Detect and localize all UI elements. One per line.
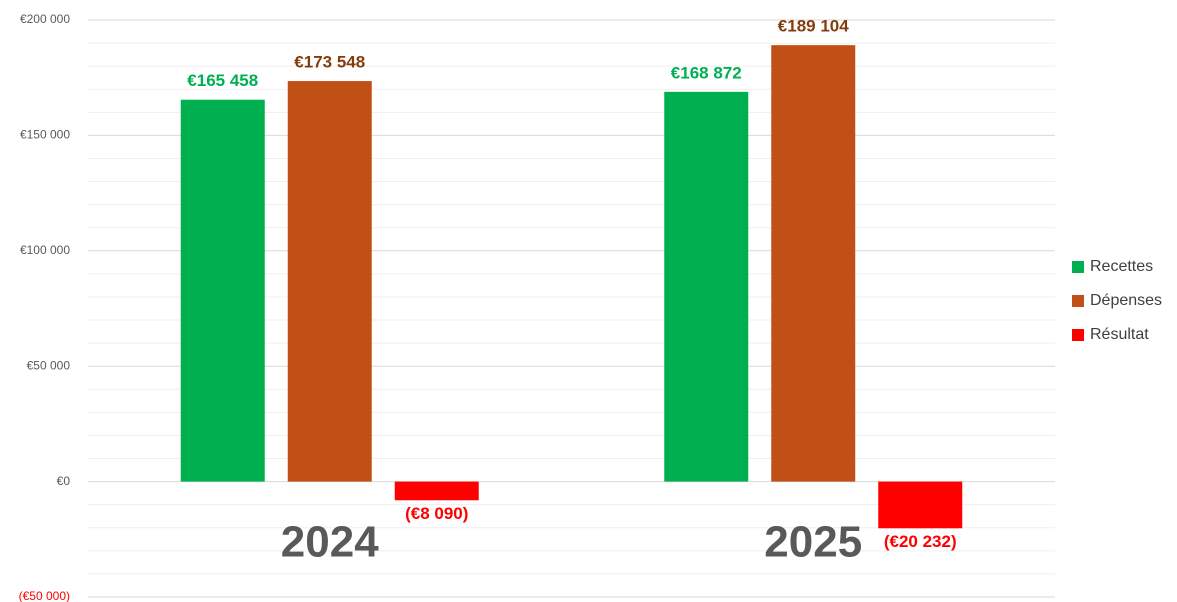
legend-label: Résultat — [1090, 326, 1149, 343]
value-label: €173 548 — [294, 53, 365, 72]
legend-swatch — [1072, 261, 1084, 273]
value-label: (€20 232) — [884, 532, 957, 551]
value-label: (€8 090) — [405, 504, 468, 523]
legend-label: Dépenses — [1090, 292, 1162, 309]
bar — [180, 99, 265, 482]
bar — [394, 481, 479, 501]
value-label: €189 104 — [778, 17, 849, 36]
y-tick-label: €200 000 — [20, 12, 70, 26]
x-tick-label: 2024 — [281, 518, 379, 567]
bar — [771, 45, 856, 482]
y-tick-label: €100 000 — [20, 243, 70, 257]
y-tick-label: €50 000 — [27, 358, 71, 372]
y-tick-label: €150 000 — [20, 128, 70, 142]
bar — [664, 91, 749, 482]
value-label: €168 872 — [671, 63, 742, 82]
y-tick-label: (€50 000) — [19, 589, 70, 602]
x-tick-label: 2025 — [764, 518, 862, 567]
legend-label: Recettes — [1090, 258, 1153, 275]
value-label: €165 458 — [187, 71, 258, 90]
bar — [287, 81, 372, 482]
legend-swatch — [1072, 295, 1084, 307]
y-tick-label: €0 — [57, 474, 71, 488]
legend-swatch — [1072, 329, 1084, 341]
bar — [878, 481, 963, 529]
